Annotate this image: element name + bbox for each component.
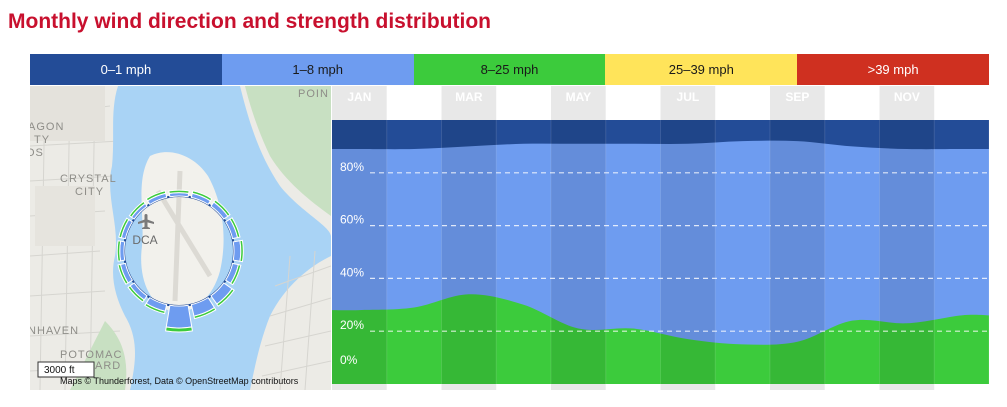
rose-bar-strong[interactable] — [145, 190, 167, 202]
map-streets-right — [261, 250, 331, 390]
rose-bar-strong[interactable] — [144, 302, 166, 315]
rose-bar-strong[interactable] — [213, 199, 231, 217]
rose-bar-strong[interactable] — [216, 288, 235, 307]
legend-label: 1–8 mph — [292, 62, 343, 77]
legend-item-light: 1–8 mph — [221, 54, 414, 85]
x-tick-label: FEB — [402, 90, 426, 104]
rose-bar-strong[interactable] — [127, 285, 145, 303]
stacked-area-chart: 0% 20% 40% 60% 80% JAN FEB MAR APR MAY JUN JUL AUG S… — [332, 86, 989, 390]
park-area — [245, 86, 331, 216]
map-block — [35, 186, 95, 246]
rose-bar[interactable] — [232, 240, 242, 262]
month-column-shade — [441, 86, 497, 390]
y-tick-label: 60% — [340, 213, 364, 227]
rose-bar-strong[interactable] — [191, 190, 213, 202]
x-tick-label: DEC — [949, 90, 975, 104]
airplane-icon — [138, 214, 154, 229]
map-label: AGON — [30, 121, 64, 133]
map-label: POTOMAC — [60, 349, 122, 361]
rose-bar-strong[interactable] — [229, 264, 242, 286]
rose-bar-strong[interactable] — [239, 239, 244, 263]
rose-bar[interactable] — [165, 304, 193, 329]
legend: 0–1 mph 1–8 mph 8–25 mph 25–39 mph >39 m… — [30, 54, 989, 85]
month-column-shade — [332, 86, 387, 390]
legend-item-moderate: 8–25 mph — [413, 54, 606, 85]
map-label: CRYSTAL — [60, 173, 117, 185]
rose-bar-strong[interactable] — [128, 200, 146, 218]
legend-item-gale: >39 mph — [797, 54, 989, 85]
x-tick-label: JUL — [677, 90, 700, 104]
legend-label: 8–25 mph — [480, 62, 539, 77]
x-tick-label: NOV — [894, 90, 920, 104]
legend-label: 25–39 mph — [668, 62, 734, 77]
y-tick-label: 0% — [340, 353, 358, 367]
y-tick-label: 40% — [340, 265, 364, 279]
rose-bar-strong[interactable] — [117, 263, 129, 285]
x-tick-label: JAN — [347, 90, 371, 104]
y-tick-label: 80% — [340, 160, 364, 174]
y-tick-label: 20% — [340, 318, 364, 332]
wind-rose[interactable] — [116, 189, 244, 333]
x-tick-label: SEP — [785, 90, 809, 104]
map-label: ARD — [95, 360, 121, 372]
rose-bar-strong[interactable] — [229, 217, 241, 239]
legend-label: 0–1 mph — [100, 62, 152, 77]
month-column-shade — [879, 86, 935, 390]
legend-item-strong: 25–39 mph — [605, 54, 798, 85]
x-tick-label: APR — [511, 90, 537, 104]
rose-bar-strong[interactable] — [116, 240, 122, 262]
map-label: TY — [34, 134, 50, 146]
map-label: POIN — [298, 88, 329, 100]
map-block — [30, 86, 105, 141]
x-tick-label: JUN — [621, 90, 645, 104]
rose-bar-strong[interactable] — [168, 189, 190, 194]
scale-label: 3000 ft — [44, 365, 75, 376]
month-column-shade — [660, 86, 716, 390]
x-tick-label: AUG — [729, 90, 756, 104]
chart-svg: 0% 20% 40% 60% 80% JAN FEB MAR APR MAY JUN JUL AUG S… — [332, 86, 989, 390]
map-attribution: Maps © Thunderforest, Data © OpenStreetM… — [60, 376, 299, 386]
chart-title: Monthly wind direction and strength dist… — [8, 10, 491, 33]
area-series-0 — [332, 294, 989, 384]
x-tick-label: MAR — [455, 90, 483, 104]
rose-bar-strong[interactable] — [165, 326, 193, 333]
map-panel[interactable]: AGON TY OS CRYSTAL CITY NHAVEN POTOMAC A… — [30, 86, 331, 390]
legend-item-calm: 0–1 mph — [30, 54, 222, 85]
legend-label: >39 mph — [867, 62, 919, 77]
map-label: OS — [30, 147, 44, 159]
rose-bar-strong[interactable] — [193, 307, 217, 320]
rose-bar-strong[interactable] — [118, 217, 130, 239]
x-tick-label: MAY — [566, 90, 592, 104]
x-tick-label: OCT — [839, 90, 865, 104]
airport-label: DCA — [132, 233, 157, 247]
map-label: CITY — [75, 186, 104, 198]
scale-bar — [37, 361, 95, 378]
month-column-shade — [770, 86, 825, 390]
map-label: NHAVEN — [30, 325, 79, 337]
month-column-shade — [551, 86, 606, 390]
map-svg[interactable]: AGON TY OS CRYSTAL CITY NHAVEN POTOMAC A… — [30, 86, 331, 390]
